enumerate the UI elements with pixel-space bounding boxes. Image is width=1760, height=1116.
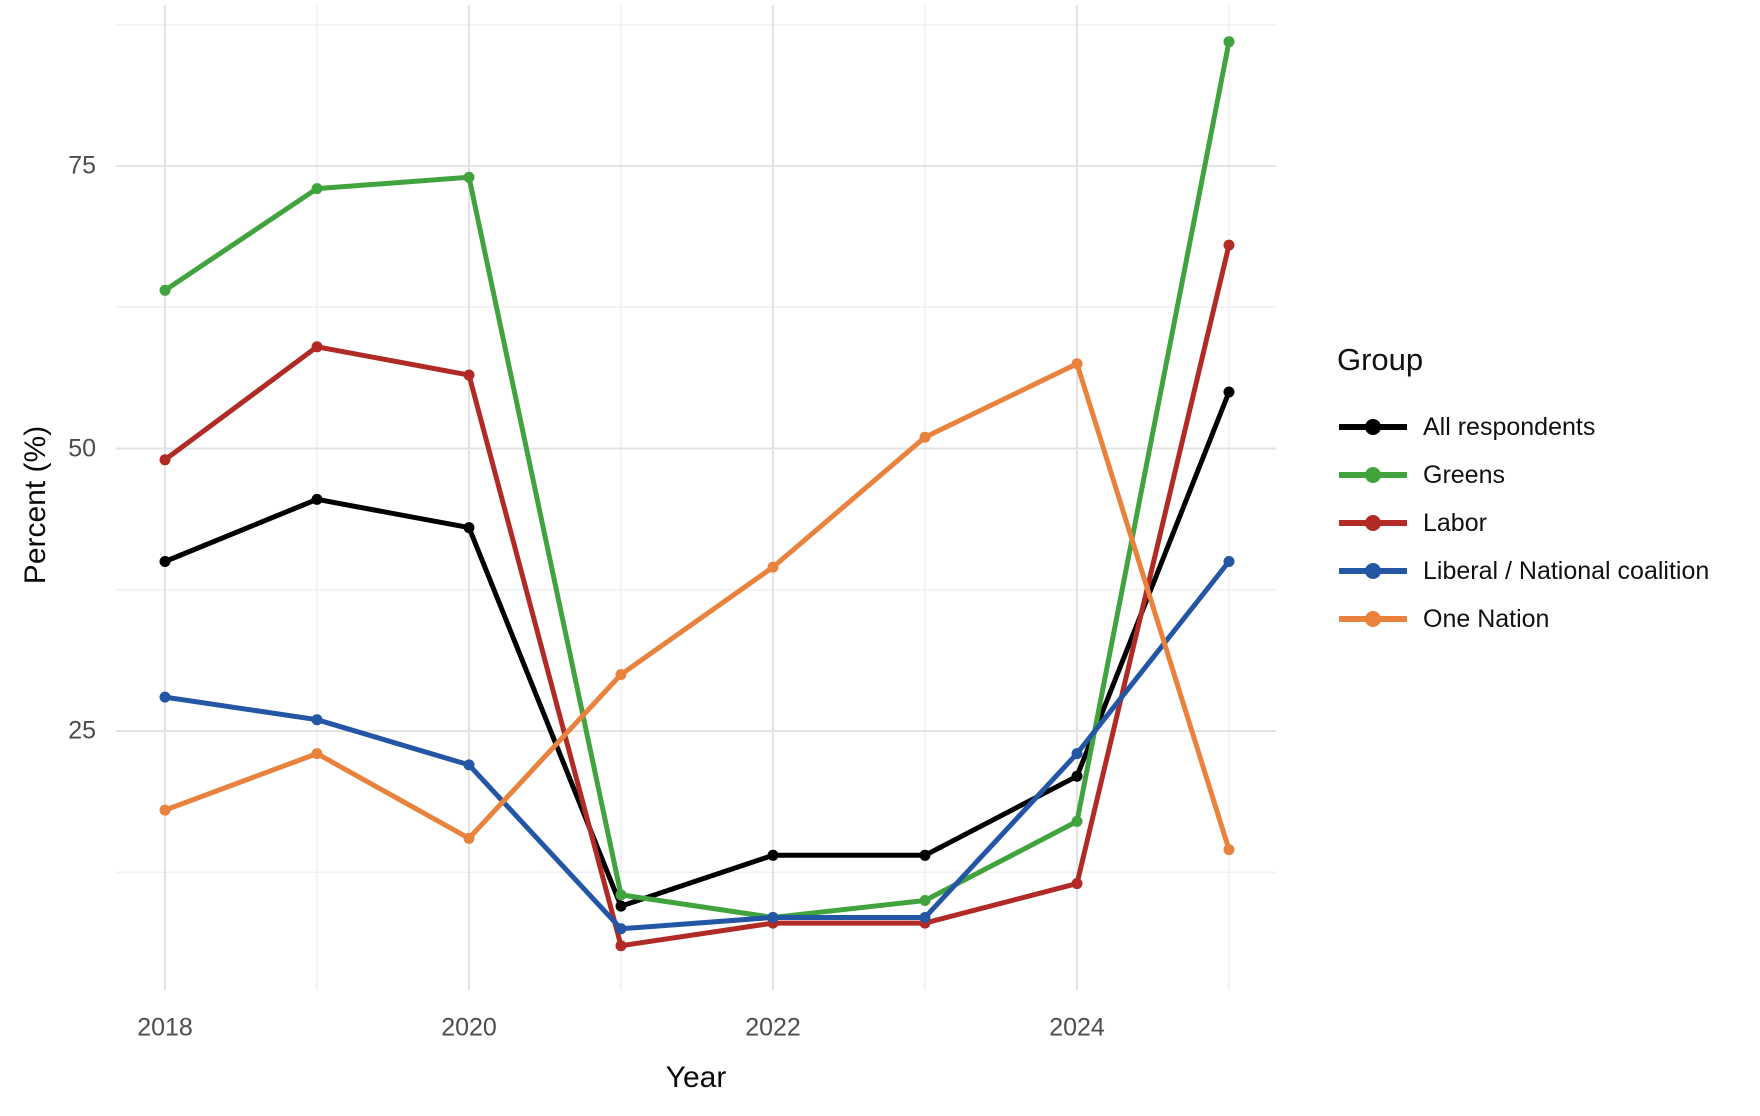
y-tick-label: 50 <box>68 434 96 462</box>
legend-key-icon <box>1339 467 1407 483</box>
data-point-all-respondents <box>1223 386 1235 398</box>
grid-major <box>116 5 1276 990</box>
series-line-all-respondents <box>164 391 1232 909</box>
data-point-liberal-national-coalition <box>463 759 475 771</box>
grid-minor <box>116 5 1276 990</box>
data-point-labor <box>1071 878 1083 890</box>
data-point-liberal-national-coalition <box>615 923 627 935</box>
data-point-liberal-national-coalition <box>1071 748 1083 760</box>
data-point-liberal-national-coalition <box>159 691 171 703</box>
data-point-all-respondents <box>1071 770 1083 782</box>
legend: Group All respondents Greens Labor Liberal … <box>1337 344 1760 643</box>
data-point-one-nation <box>615 669 627 680</box>
data-point-one-nation <box>1071 358 1083 370</box>
data-point-liberal-national-coalition <box>311 714 323 726</box>
legend-item-label: Labor <box>1423 508 1487 537</box>
series-one-nation <box>159 358 1235 856</box>
legend-title: Group <box>1337 342 1424 377</box>
x-tick-label: 2020 <box>441 1013 497 1042</box>
legend-item-label: All respondents <box>1423 412 1596 441</box>
data-point-greens <box>919 895 931 906</box>
x-tick-label: 2022 <box>745 1013 801 1042</box>
x-tick-label: 2018 <box>137 1013 193 1042</box>
legend-item-labor: Labor <box>1337 499 1760 547</box>
data-point-labor <box>311 341 323 353</box>
data-point-labor <box>1223 239 1235 251</box>
data-point-labor <box>159 454 171 466</box>
data-point-one-nation <box>311 748 323 760</box>
data-point-one-nation <box>1223 844 1235 856</box>
legend-item-label: Liberal / National coalition <box>1423 556 1710 585</box>
data-point-liberal-national-coalition <box>919 911 931 923</box>
legend-item-liberal-national-coalition: Liberal / National coalition <box>1337 547 1760 595</box>
series-line-liberal-national-coalition <box>164 559 1231 932</box>
data-point-greens <box>463 171 475 183</box>
legend-item-label: One Nation <box>1423 604 1550 633</box>
legend-key-icon <box>1339 515 1407 531</box>
legend-key-icon <box>1339 611 1407 627</box>
data-point-all-respondents <box>311 493 323 505</box>
series-liberal-national-coalition <box>159 556 1235 935</box>
data-point-all-respondents <box>159 556 171 567</box>
data-point-all-respondents <box>615 900 627 912</box>
data-point-greens <box>1071 815 1083 827</box>
legend-item-greens: Greens <box>1337 451 1760 499</box>
legend-key-icon <box>1339 419 1407 435</box>
data-point-one-nation <box>767 561 779 573</box>
data-point-liberal-national-coalition <box>767 911 779 923</box>
data-point-labor <box>463 369 475 381</box>
series-labor <box>159 239 1235 952</box>
data-point-liberal-national-coalition <box>1223 556 1235 567</box>
data-point-one-nation <box>159 804 171 816</box>
legend-item-all-respondents: All respondents <box>1337 403 1760 451</box>
data-point-all-respondents <box>919 849 931 861</box>
series-greens <box>159 36 1235 923</box>
data-point-one-nation <box>463 832 475 844</box>
y-tick-label: 25 <box>68 716 96 745</box>
data-point-greens <box>311 183 323 195</box>
data-point-greens <box>615 889 627 901</box>
data-point-one-nation <box>919 431 931 443</box>
legend-item-label: Greens <box>1423 460 1505 489</box>
series-all-respondents <box>159 386 1235 912</box>
data-point-greens <box>159 284 171 296</box>
series-line-labor <box>163 244 1232 949</box>
data-point-all-respondents <box>463 522 475 534</box>
series-line-greens <box>163 41 1232 920</box>
x-tick-label: 2024 <box>1049 1013 1105 1042</box>
legend-key-icon <box>1339 563 1407 579</box>
data-point-labor <box>615 940 627 952</box>
x-axis-title: Year <box>665 1061 727 1094</box>
y-tick-label: 75 <box>68 151 96 180</box>
data-point-all-respondents <box>767 849 779 861</box>
series-line-one-nation <box>164 361 1232 851</box>
legend-item-one-nation: One Nation <box>1337 595 1760 643</box>
data-point-greens <box>1223 36 1235 48</box>
legend-items: All respondents Greens Labor Liberal / Nati… <box>1337 403 1760 643</box>
